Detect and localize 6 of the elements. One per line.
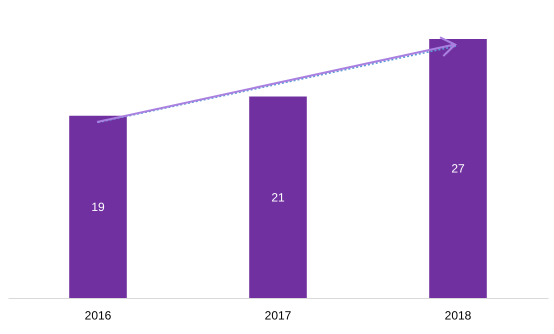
x-tick-label: 2017	[264, 308, 292, 322]
x-tick-label: 2016	[84, 308, 112, 322]
data-label: 21	[271, 190, 285, 204]
x-tick-label: 2018	[444, 308, 472, 322]
data-label: 27	[451, 162, 465, 176]
data-label: 19	[91, 200, 105, 214]
